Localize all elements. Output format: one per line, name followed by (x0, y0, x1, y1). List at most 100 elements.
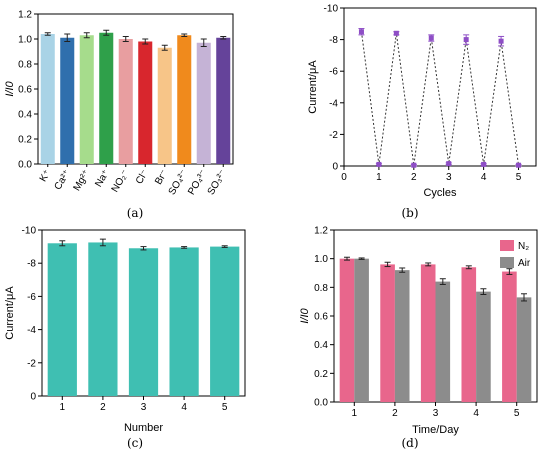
x-tick-label: 2 (392, 408, 398, 419)
x-tick-label: 5 (222, 402, 228, 413)
data-point (481, 161, 487, 167)
data-point (411, 162, 417, 168)
chart-b-frame (343, 7, 537, 167)
x-tick-label: 2 (411, 172, 417, 183)
y-tick-label: 0.8 (18, 60, 32, 71)
x-tick-label: 1 (60, 402, 66, 413)
x-axis-label: Cycles (423, 187, 457, 199)
x-axis-label: Time/Day (412, 424, 459, 436)
y-axis-label: Current/μA (4, 286, 16, 340)
data-point (358, 29, 364, 35)
y-tick-label: 0.2 (314, 369, 328, 380)
y-axis-label: I/I0 (299, 307, 311, 323)
bar (461, 267, 477, 402)
x-tick-label: 1 (352, 408, 358, 419)
x-tick-label: 2 (100, 402, 106, 413)
x-tick-label: Na⁺ (93, 168, 112, 189)
y-tick-label: 1.2 (314, 226, 328, 237)
x-tick-label: Cl⁻ (134, 168, 151, 186)
bar (394, 270, 410, 402)
bar (502, 271, 517, 402)
bar (196, 42, 211, 164)
bar (339, 258, 355, 402)
panel-label-d: (d) (401, 436, 418, 450)
bar (118, 39, 133, 164)
panel-label-c: (c) (127, 436, 143, 450)
data-point (446, 161, 452, 167)
x-tick-label: NO₂⁻ (110, 168, 132, 194)
series-line (360, 31, 520, 166)
y-axis-label: I/I0 (4, 80, 16, 96)
y-tick-label: 0.8 (314, 283, 328, 294)
bar (128, 248, 159, 396)
y-tick-label: -4 (27, 325, 36, 336)
y-tick-label: 0 (332, 162, 338, 173)
y-axis-label: Current/μA (307, 60, 319, 114)
y-tick-label: 0 (30, 392, 36, 403)
bar (380, 264, 395, 402)
legend-label: Air (518, 258, 531, 269)
chart-d: 0.0 0.2 0.4 0.6 0.8 1.0 1.2 I/I0 1 2 3 4 5 N₂ Air Time/… (299, 226, 538, 450)
legend-label: N₂ (518, 241, 529, 252)
chart-c: 0 -2 -4 -6 -8 -10 Current/μA 1 2 3 4 5 Number (c) (4, 226, 246, 450)
x-tick-label: 4 (181, 402, 187, 413)
x-tick-label: 4 (481, 172, 487, 183)
x-tick-label: Br⁻ (153, 168, 170, 187)
y-tick-label: 0.4 (314, 340, 328, 351)
y-tick-label: -10 (22, 226, 37, 237)
y-tick-label: -10 (324, 4, 339, 15)
x-tick-label: 5 (516, 172, 522, 183)
y-tick-label: 1.0 (314, 254, 328, 265)
data-point (428, 35, 434, 41)
y-tick-label: 0.6 (314, 312, 328, 323)
bar (138, 41, 153, 164)
bar (88, 242, 118, 396)
bar (40, 34, 55, 164)
y-tick-label: 0.2 (18, 135, 32, 146)
y-tick-label: -2 (27, 358, 36, 369)
x-tick-label: SO₃²⁻ (206, 168, 229, 197)
y-tick-label: -6 (27, 292, 36, 303)
x-tick-label: Mg²⁺ (72, 168, 93, 193)
y-tick-label: -6 (329, 67, 338, 78)
x-tick-label: 3 (433, 408, 439, 419)
y-tick-label: -4 (329, 98, 338, 109)
panel-label-b: (b) (401, 206, 418, 220)
data-point (376, 161, 382, 167)
panel-label-a: (a) (127, 206, 144, 220)
bar (420, 264, 436, 402)
legend-swatch (500, 240, 514, 251)
x-tick-label: 5 (514, 408, 520, 419)
y-tick-label: -8 (329, 35, 338, 46)
bar (47, 243, 77, 396)
data-point (516, 162, 522, 168)
x-tick-label: 0 (341, 172, 347, 183)
x-tick-label: 3 (141, 402, 147, 413)
x-tick-label: 1 (376, 172, 382, 183)
x-axis-label: Number (124, 422, 163, 434)
bar (157, 47, 172, 164)
x-tick-label: K⁺ (38, 168, 54, 184)
y-tick-label: 0.6 (18, 85, 32, 96)
y-tick-label: -2 (329, 130, 338, 141)
y-tick-label: 0.0 (18, 160, 32, 171)
x-tick-label: Ca²⁺ (53, 168, 73, 192)
data-point (463, 37, 469, 43)
x-tick-label: 4 (473, 408, 479, 419)
chart-a: 0.0 0.2 0.4 0.6 0.8 1.0 1.2 I/I0 K⁺ Ca²⁺Mg²⁺ Na⁺NO… (4, 10, 234, 220)
bar (177, 35, 192, 164)
bar (169, 247, 199, 396)
bar (79, 35, 94, 164)
bar (476, 291, 491, 402)
y-tick-label: -8 (27, 259, 36, 270)
y-tick-label: 1.0 (18, 35, 32, 46)
bar (516, 297, 532, 402)
y-tick-label: 0.4 (18, 110, 32, 121)
bar (216, 37, 231, 164)
bar (354, 258, 369, 402)
y-tick-label: 0.0 (314, 398, 328, 409)
bar (435, 281, 451, 402)
data-point (498, 38, 504, 44)
bar (60, 37, 75, 164)
